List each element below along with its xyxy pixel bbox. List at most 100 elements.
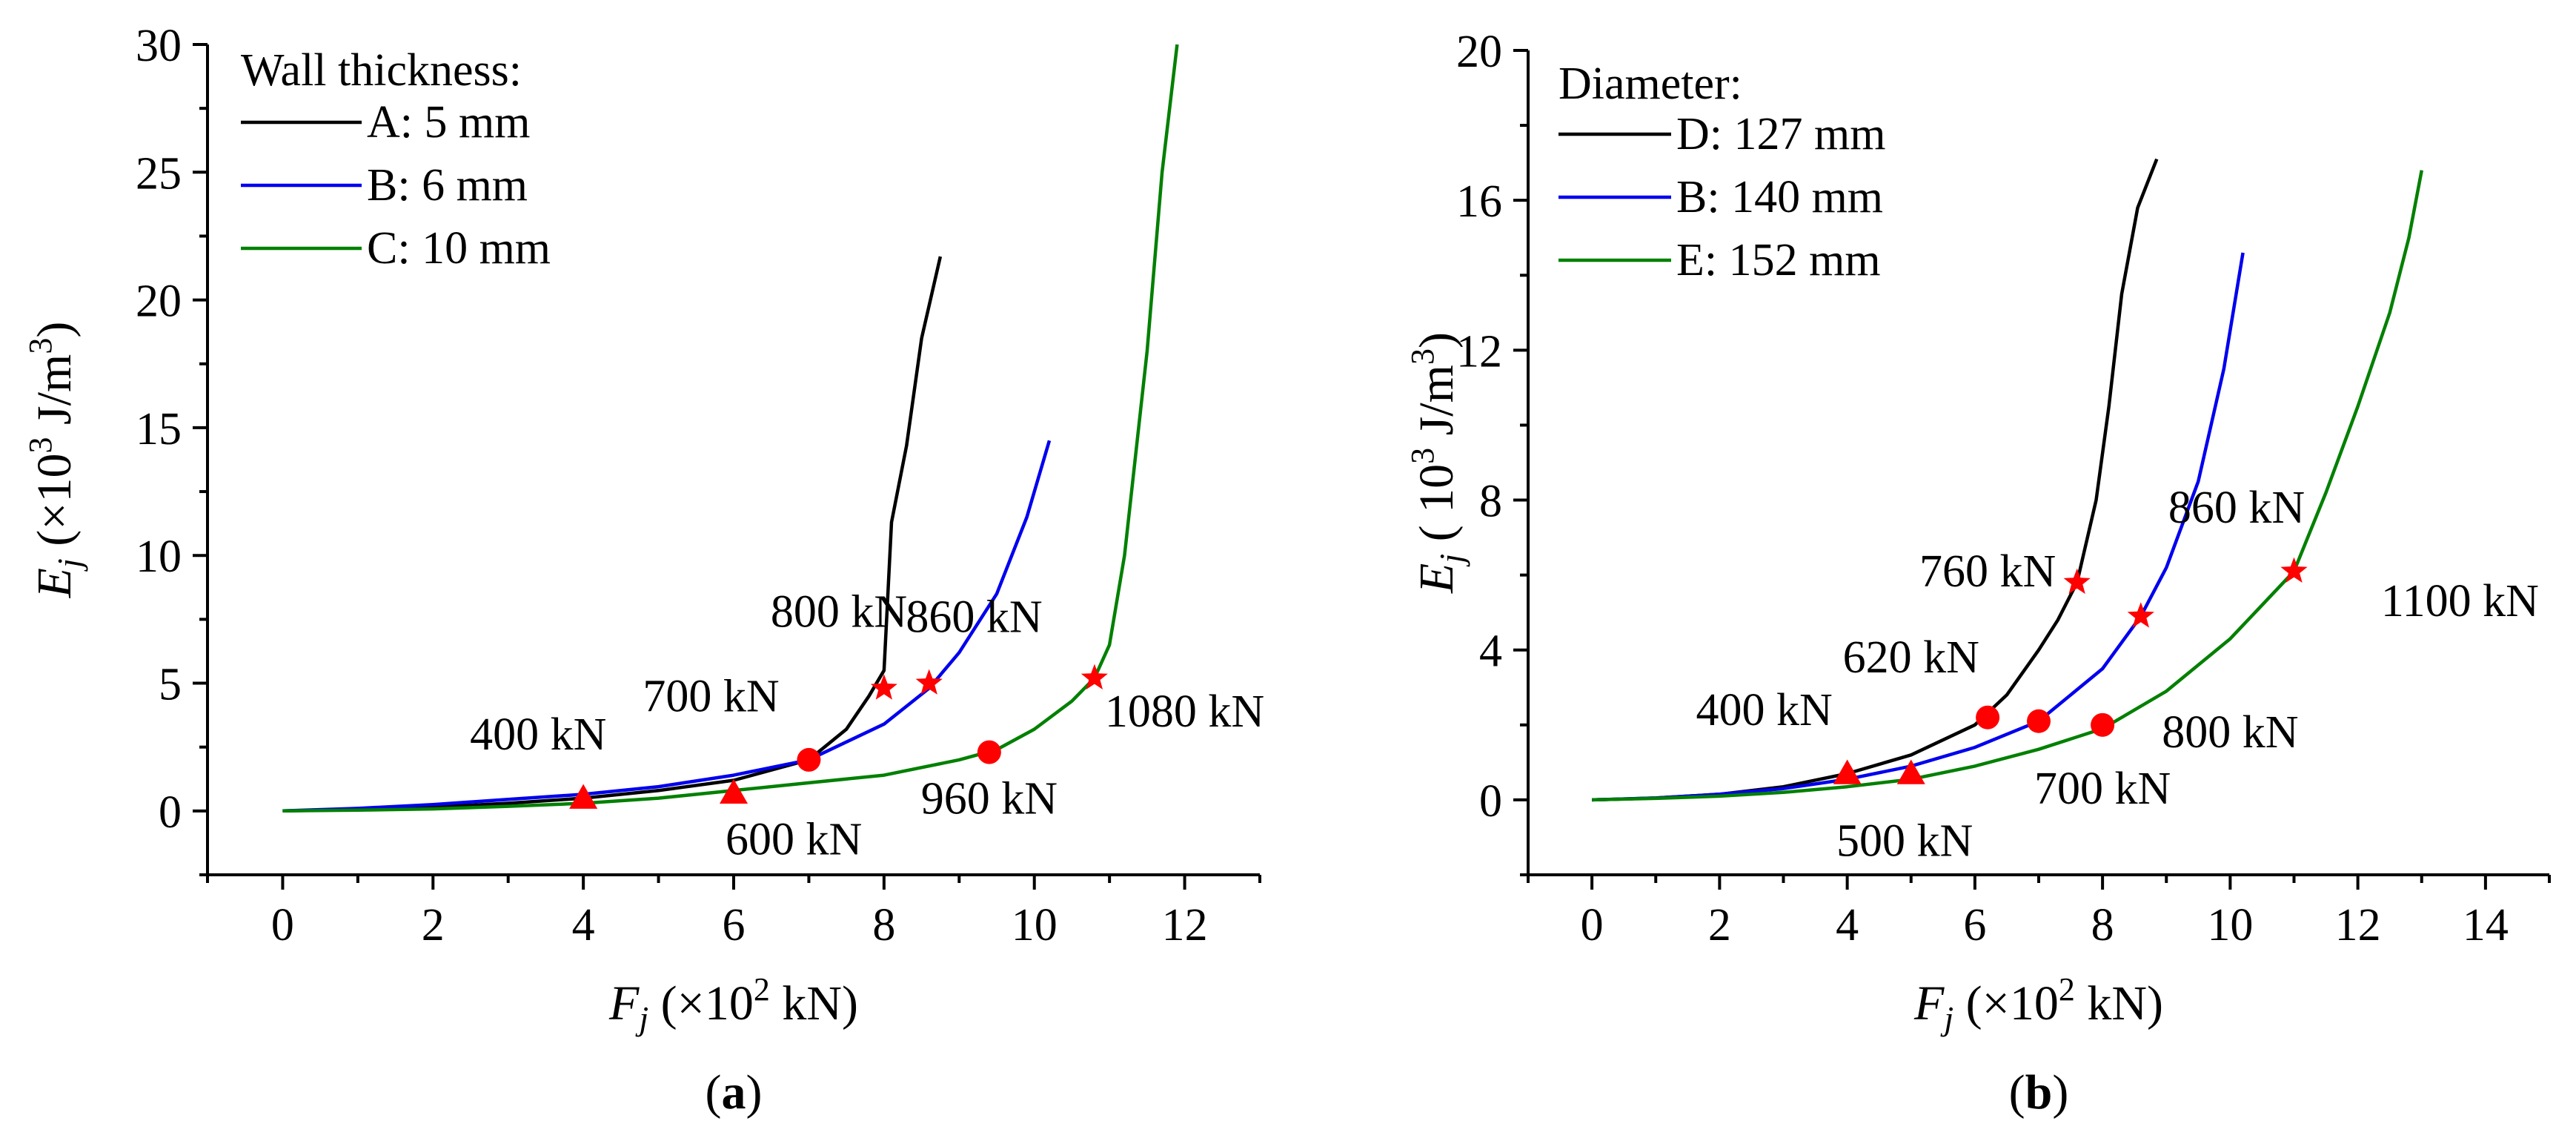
series-line-b	[1592, 252, 2245, 802]
y-axis-sub: j	[50, 558, 88, 572]
x-tick-label: 12	[1162, 900, 1208, 950]
x-axis-unit-end: kN)	[2075, 976, 2163, 1031]
force-annotation: 400 kN	[1696, 685, 1833, 735]
force-annotation: 500 kN	[1836, 816, 1973, 867]
marker-circle	[977, 740, 1001, 764]
x-tick-label: 0	[271, 900, 294, 950]
y-tick-label: 25	[136, 148, 182, 199]
y-axis-unit: ( 10	[1410, 464, 1464, 554]
panel-label-letter: a	[722, 1065, 746, 1119]
x-tick-label: 8	[2091, 900, 2114, 950]
force-annotation: 1080 kN	[1105, 687, 1264, 737]
y-tick-label: 10	[136, 532, 182, 582]
series-line-a	[282, 256, 943, 813]
marker-star	[2127, 602, 2154, 628]
force-annotation: 600 kN	[726, 814, 862, 864]
series-line-b	[282, 440, 1052, 813]
x-tick-label: 6	[723, 900, 746, 950]
legend-title: Wall thickness:	[241, 45, 522, 96]
y-axis-var: E	[27, 568, 82, 598]
marker-circle	[2027, 709, 2051, 733]
y-axis-unit-end: )	[1410, 332, 1464, 348]
x-axis-unit: (×10	[648, 976, 754, 1031]
y-axis-title: Ej ( 103 J/m3)	[1404, 332, 1470, 594]
marker-star	[2280, 557, 2308, 583]
force-annotation: 800 kN	[771, 587, 907, 638]
x-axis-sup: 2	[754, 971, 770, 1008]
x-axis-var: F	[608, 976, 640, 1031]
marker-triangle	[1833, 759, 1862, 784]
panel-label-close: )	[2052, 1065, 2068, 1119]
y-axis-unit-end: )	[27, 322, 82, 338]
marker-triangle	[720, 778, 748, 804]
force-annotation: 700 kN	[643, 671, 779, 721]
y-axis-sup: 3	[22, 437, 59, 454]
x-axis-var: F	[1913, 976, 1945, 1031]
legend-entry: A: 5 mm	[367, 97, 530, 148]
legend-entry: E: 152 mm	[1676, 235, 1881, 285]
y-axis-unit: (×10	[27, 454, 82, 559]
y-axis-sup: 3	[1404, 448, 1441, 464]
y-tick-label: 16	[1456, 176, 1502, 227]
panel-label-letter: b	[2025, 1065, 2053, 1119]
x-tick-label: 4	[1836, 900, 1859, 950]
force-annotation: 800 kN	[2162, 707, 2298, 758]
y-axis-unit-mid: J/m	[1410, 365, 1464, 448]
y-axis-var: E	[1410, 563, 1464, 594]
x-tick-label: 2	[1708, 900, 1731, 950]
x-tick-label: 8	[872, 900, 895, 950]
marker-star	[870, 674, 897, 700]
x-axis-title: Fj (×102 kN)	[1913, 971, 2163, 1037]
y-tick-label: 20	[136, 277, 182, 327]
x-axis-unit-end: kN)	[770, 976, 858, 1031]
marker-star	[915, 669, 943, 695]
x-tick-label: 10	[1012, 900, 1058, 950]
panel-label-open: (	[706, 1065, 722, 1119]
panel-label-open: (	[2009, 1065, 2025, 1119]
x-axis-sub: j	[1940, 999, 1953, 1037]
y-tick-label: 20	[1456, 27, 1502, 77]
x-axis-unit: (×10	[1953, 976, 2059, 1031]
x-tick-label: 14	[2463, 900, 2509, 950]
marker-triangle	[569, 784, 598, 809]
y-tick-label: 0	[159, 787, 182, 838]
y-axis-sup2: 3	[1404, 348, 1441, 365]
y-tick-label: 15	[136, 404, 182, 454]
panel-label: (b)	[2009, 1065, 2069, 1119]
y-tick-label: 4	[1479, 626, 1502, 677]
marker-triangle	[1896, 759, 1925, 784]
x-tick-label: 4	[572, 900, 595, 950]
legend-title: Diameter:	[1558, 59, 1742, 109]
legend-entry: D: 127 mm	[1676, 109, 1885, 159]
x-axis-sup: 2	[2059, 971, 2075, 1008]
y-tick-label: 8	[1479, 477, 1502, 527]
legend-entry: B: 140 mm	[1676, 172, 1883, 222]
y-axis-sub: j	[1433, 554, 1470, 567]
force-annotation: 860 kN	[906, 592, 1042, 643]
x-tick-label: 10	[2207, 900, 2253, 950]
y-tick-label: 30	[136, 21, 182, 71]
panel-a-chart: 0 2 4 6 8 10 12 0 5 10 15 20 25 30 400 kN 600 kN 700 kN 8…	[22, 21, 1264, 1119]
y-axis-sup2: 3	[22, 338, 59, 354]
marker-star	[1080, 664, 1108, 689]
legend-entry: B: 6 mm	[367, 160, 528, 211]
force-annotation: 620 kN	[1843, 632, 1979, 683]
panel-b-chart: 0 2 4 6 8 10 12 14 0 4 8 12 16 20 400 kN 500 kN 620 kN 70…	[1404, 27, 2551, 1119]
force-annotation: 860 kN	[2168, 483, 2305, 533]
y-tick-label: 5	[159, 660, 182, 710]
legend-entry: C: 10 mm	[367, 223, 551, 274]
marker-circle	[2091, 712, 2115, 737]
panel-label-close: )	[746, 1065, 763, 1119]
y-tick-label: 12	[1456, 326, 1502, 377]
x-tick-label: 12	[2335, 900, 2381, 950]
force-annotation: 960 kN	[921, 773, 1058, 824]
x-axis-title: Fj (×102 kN)	[608, 971, 858, 1037]
x-tick-label: 6	[1963, 900, 1986, 950]
force-annotation: 700 kN	[2034, 764, 2171, 814]
x-tick-label: 2	[422, 900, 445, 950]
force-annotation: 400 kN	[470, 709, 606, 760]
y-axis-title: Ej (×103 J/m3)	[22, 322, 88, 599]
panel-label: (a)	[706, 1065, 763, 1119]
force-annotation: 760 kN	[1919, 546, 2056, 597]
